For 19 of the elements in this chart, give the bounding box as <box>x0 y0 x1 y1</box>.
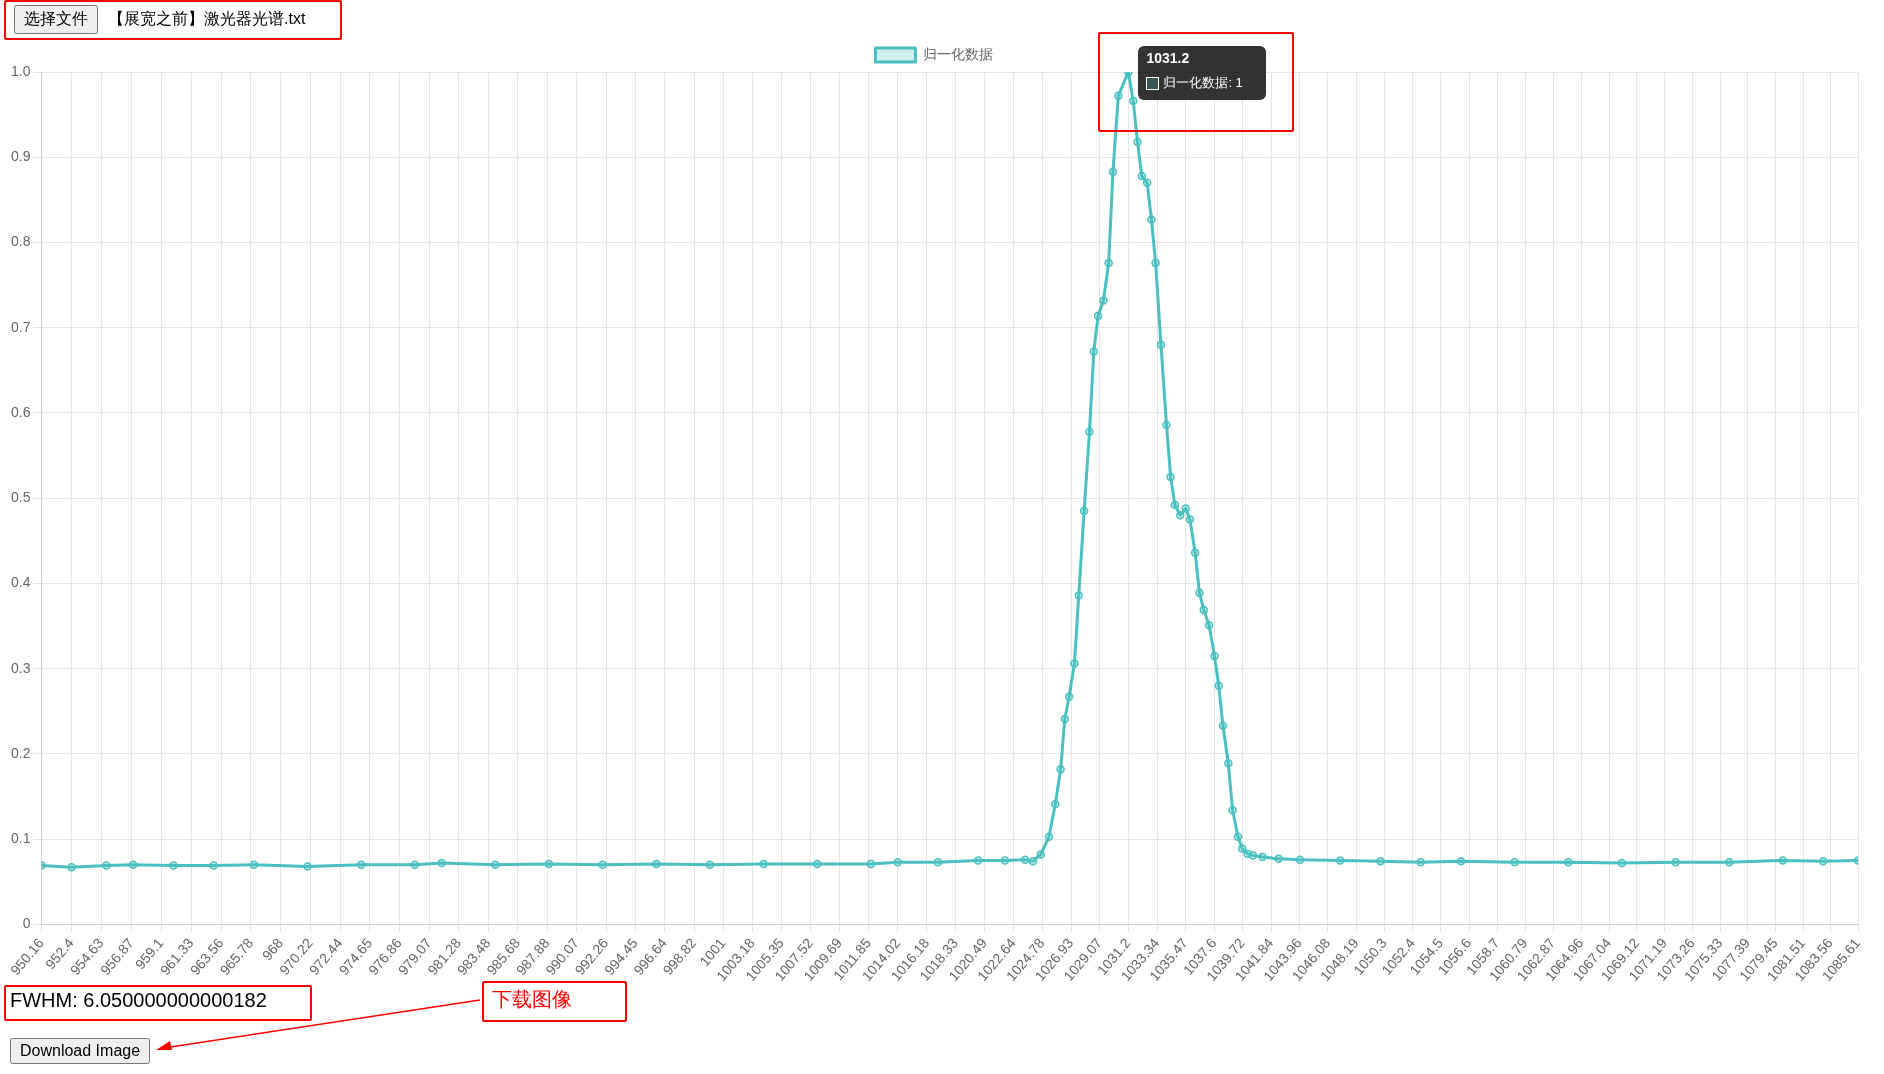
annotation: 1031.2 <box>1146 50 1190 66</box>
text: 下载图像 <box>492 987 572 1012</box>
y-tick-label: 0.5 <box>10 489 31 506</box>
y-tick-label: 0.1 <box>10 830 31 847</box>
y-tick-label: 0.8 <box>10 233 31 250</box>
y-tick-label: 0.2 <box>10 744 31 761</box>
annotation: 归一化数据: 1 <box>1163 74 1243 92</box>
text: FWHM: 6.050000000000182 <box>10 989 267 1012</box>
legend-label: 归一化数据 <box>922 45 993 62</box>
text: 选择文件 <box>14 5 98 34</box>
y-tick-label: 0.9 <box>10 148 31 165</box>
y-tick-label: 0.6 <box>10 403 31 420</box>
y-tick-label: 0.7 <box>10 318 31 335</box>
y-tick-label: 0.4 <box>10 574 31 591</box>
text: 【展宽之前】激光器光谱.txt <box>108 9 306 29</box>
y-tick-label: 0.3 <box>10 659 31 676</box>
y-tick-label: 1.0 <box>10 62 31 79</box>
y-tick-label: 0 <box>22 915 31 932</box>
text: Download Image <box>10 1038 151 1064</box>
